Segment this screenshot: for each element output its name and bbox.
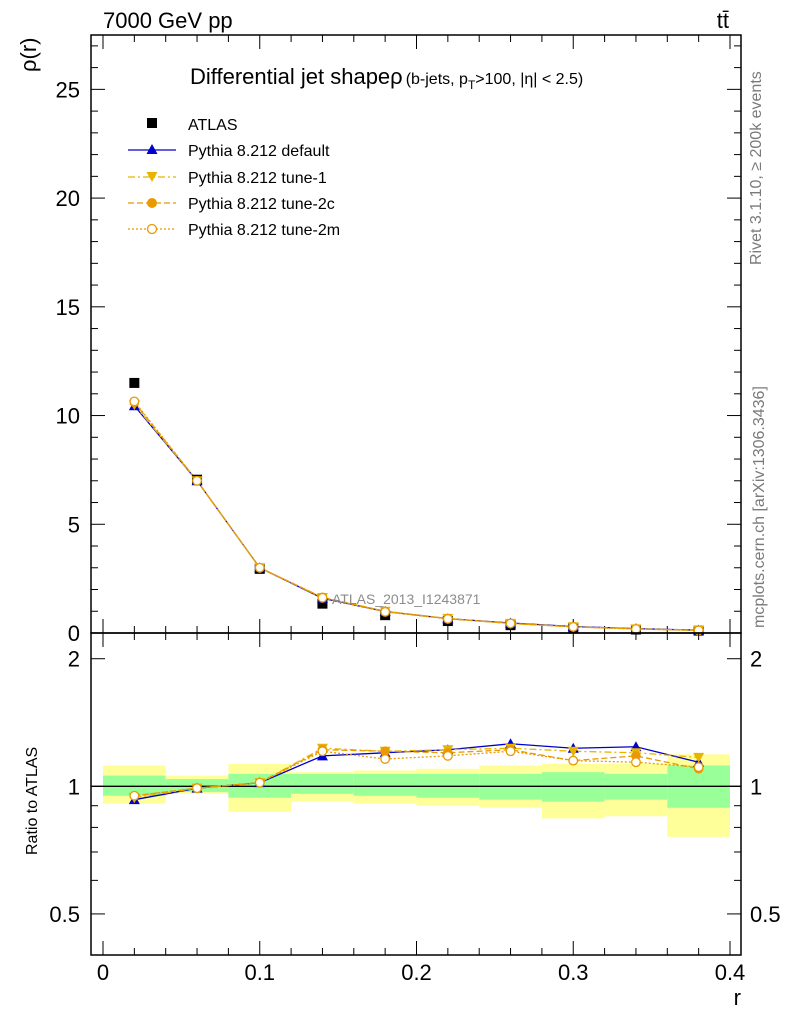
main-y-tick-label: 25 bbox=[56, 77, 80, 102]
x-tick-label: 0.4 bbox=[715, 960, 746, 985]
ratio-ylabel: Ratio to ATLAS bbox=[24, 747, 41, 855]
rivet-label: Rivet 3.1.10, ≥ 200k events bbox=[748, 71, 765, 265]
ratio-series-lines bbox=[134, 743, 699, 801]
header-left: 7000 GeV pp bbox=[103, 8, 233, 33]
ratio-point-pythia-8-212-tune-2m bbox=[254, 777, 265, 788]
legend-marker-tune1 bbox=[146, 172, 158, 182]
main-point-pythia-8-212-tune-2m bbox=[129, 396, 140, 407]
main-point-pythia-8-212-tune-2m bbox=[254, 562, 265, 573]
main-point-pythia-8-212-tune-2m bbox=[442, 613, 453, 624]
main-y-tick-label: 20 bbox=[56, 186, 80, 211]
ratio-band-inner bbox=[353, 773, 417, 796]
main-y-tick-label: 5 bbox=[68, 512, 80, 537]
x-tick-label: 0.1 bbox=[244, 960, 275, 985]
header-right: tt̄ bbox=[717, 8, 729, 33]
ratio-ticks: 0 0.1 0.2 0.3 0.4 0.5 0.5 1 1 2 2 bbox=[49, 633, 781, 985]
main-point-pythia-8-212-tune-2m bbox=[317, 592, 328, 603]
legend-marker-tune2m bbox=[146, 223, 158, 235]
ratio-point-pythia-8-212-tune-2m bbox=[380, 754, 391, 764]
main-point-pythia-8-212-tune-2m bbox=[505, 618, 516, 629]
main-series-lines bbox=[133, 401, 699, 632]
main-panel: 0 5 10 15 20 25 ρ(r) ATLAS_2013_I1243871 Diff… bbox=[16, 34, 742, 646]
x-tick-label: 0.3 bbox=[558, 960, 589, 985]
ratio-point-pythia-8-212-tune-2m bbox=[129, 790, 140, 801]
ratio-y-tick-label-right: 2 bbox=[750, 647, 762, 672]
title-rho: ρ bbox=[390, 64, 403, 89]
ratio-frame bbox=[90, 632, 742, 956]
ratio-y-tick-label: 1 bbox=[68, 774, 80, 799]
title-sub: (b-jets, p bbox=[406, 71, 468, 88]
legend-label-tune1: Pythia 8.212 tune-1 bbox=[188, 170, 327, 187]
legend-marker-atlas bbox=[147, 118, 157, 128]
main-point-atlas bbox=[317, 598, 328, 609]
main-y-tick-label: 0 bbox=[68, 621, 80, 646]
main-point-atlas bbox=[129, 377, 140, 388]
ratio-point-pythia-8-212-tune-2m bbox=[631, 757, 641, 768]
ratio-panel: 0 0.1 0.2 0.3 0.4 0.5 0.5 1 1 2 2 Ratio to ATLAS r bbox=[24, 632, 781, 1010]
ratio-point-pythia-8-212-tune-2m bbox=[442, 750, 453, 761]
ratio-line-pythia-8-212-tune-2c bbox=[134, 749, 699, 797]
main-line-pythia-8-212-tune-2m bbox=[133, 401, 699, 632]
main-point-pythia-8-212-tune-2m bbox=[568, 621, 579, 632]
title-sub-T: T bbox=[468, 78, 476, 92]
legend-label-default: Pythia 8.212 default bbox=[188, 143, 330, 160]
ratio-y-tick-label-right: 0.5 bbox=[750, 902, 781, 927]
main-ticks: 0 5 10 15 20 25 bbox=[56, 35, 741, 646]
title-main: Differential jet shape bbox=[190, 64, 390, 89]
legend-marker-tune2c bbox=[147, 198, 157, 208]
legend-item-tune2m: Pythia 8.212 tune-2m bbox=[128, 222, 340, 239]
ratio-y-tick-label-right: 1 bbox=[750, 774, 762, 799]
ratio-y-tick-label: 2 bbox=[68, 647, 80, 672]
main-point-pythia-8-212-tune-2m bbox=[192, 475, 203, 486]
x-tick-label: 0.2 bbox=[401, 960, 432, 985]
title-sub-rest: >100, |η| < 2.5) bbox=[475, 71, 583, 88]
main-y-tick-label: 10 bbox=[56, 404, 80, 429]
legend-label-tune2m: Pythia 8.212 tune-2m bbox=[188, 222, 340, 239]
ratio-point-pythia-8-212-tune-2m bbox=[505, 746, 516, 757]
main-title: Differential jet shapeρ (b-jets, pT>100, … bbox=[190, 64, 583, 92]
x-tick-label: 0 bbox=[97, 960, 109, 985]
ratio-bands bbox=[103, 754, 730, 837]
ratio-point-pythia-8-212-tune-1 bbox=[693, 752, 705, 763]
main-ylabel: ρ(r) bbox=[16, 38, 41, 73]
ratio-point-pythia-8-212-tune-2m bbox=[317, 746, 328, 757]
legend: ATLAS Pythia 8.212 default Pythia 8.212 … bbox=[128, 117, 340, 239]
ratio-series-markers bbox=[128, 738, 705, 805]
legend-item-atlas: ATLAS bbox=[147, 117, 238, 134]
mcplots-label: mcplots.cern.ch [arXiv:1306.3436] bbox=[751, 386, 768, 628]
main-point-pythia-8-212-tune-2m bbox=[631, 624, 641, 635]
legend-marker-default bbox=[146, 144, 158, 154]
ratio-y-tick-label: 0.5 bbox=[49, 902, 80, 927]
ratio-band-inner bbox=[291, 773, 354, 794]
legend-label-tune2c: Pythia 8.212 tune-2c bbox=[188, 196, 335, 213]
legend-item-tune2c: Pythia 8.212 tune-2c bbox=[128, 196, 335, 213]
legend-label-atlas: ATLAS bbox=[188, 117, 238, 134]
legend-item-tune1: Pythia 8.212 tune-1 bbox=[128, 170, 327, 187]
ratio-point-pythia-8-212-tune-2m bbox=[693, 762, 704, 773]
ratio-point-pythia-8-212-tune-2m bbox=[192, 783, 203, 794]
main-point-pythia-8-212-tune-2m bbox=[380, 606, 391, 617]
ratio-point-pythia-8-212-tune-1 bbox=[567, 746, 579, 757]
ratio-point-pythia-8-212-tune-2c bbox=[380, 746, 390, 757]
main-y-tick-label: 15 bbox=[56, 295, 80, 320]
ratio-point-pythia-8-212-tune-2m bbox=[568, 755, 579, 766]
legend-item-default: Pythia 8.212 default bbox=[128, 143, 330, 160]
x-axis-label: r bbox=[734, 985, 741, 1010]
analysis-id: ATLAS_2013_I1243871 bbox=[332, 591, 481, 607]
